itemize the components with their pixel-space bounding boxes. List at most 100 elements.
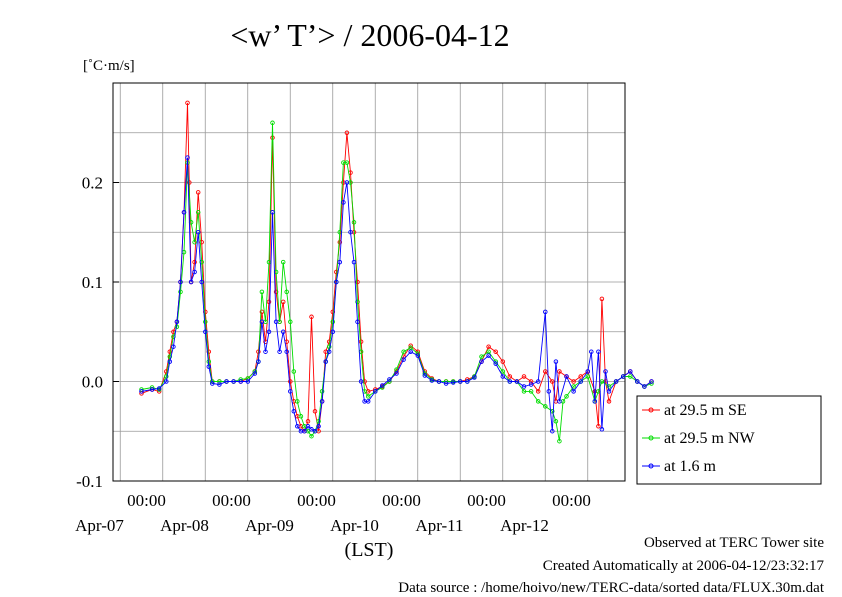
chart-title: <w’ T’> / 2006-04-12 (230, 17, 509, 53)
data-point (535, 389, 541, 394)
data-point (259, 309, 265, 315)
data-point (192, 269, 197, 275)
x-tick-date: Apr-10 (330, 516, 379, 535)
data-point (309, 427, 314, 432)
x-tick-time: 00:00 (552, 491, 591, 510)
data-point (164, 374, 169, 379)
data-point (252, 371, 258, 376)
data-point (238, 379, 243, 384)
data-point (507, 379, 513, 384)
data-point (415, 353, 421, 358)
data-point (521, 374, 527, 379)
data-point (291, 409, 297, 414)
data-point (592, 399, 598, 404)
data-point (167, 354, 173, 359)
series-layer (139, 100, 654, 444)
data-point (280, 329, 286, 335)
legend-marker (648, 463, 654, 469)
x-tick-time: 00:00 (127, 491, 166, 510)
data-point (585, 369, 591, 374)
series-line-2 (141, 157, 652, 432)
data-point (149, 387, 155, 392)
data-point (365, 394, 371, 399)
data-point (195, 210, 201, 215)
data-point (486, 344, 491, 349)
data-point (557, 438, 562, 444)
data-point (326, 349, 332, 354)
data-point (528, 382, 534, 387)
data-point (309, 314, 314, 320)
data-point (458, 379, 463, 384)
x-axis-label: (LST) (345, 539, 394, 561)
data-point (217, 382, 222, 387)
data-point (571, 384, 576, 389)
data-point (174, 319, 180, 325)
data-point (358, 379, 364, 384)
data-point (298, 414, 304, 419)
data-point (337, 259, 343, 265)
data-point (344, 180, 350, 185)
data-point (500, 369, 506, 374)
data-point (316, 424, 321, 429)
data-point (291, 369, 297, 374)
data-point (355, 319, 360, 325)
data-point (571, 379, 576, 384)
data-point (365, 399, 371, 404)
footer-source: Data source : /home/hoivo/new/TERC-data/… (398, 580, 824, 596)
data-point (528, 389, 534, 394)
data-point (156, 386, 162, 391)
data-point (273, 319, 279, 325)
data-point (620, 374, 626, 379)
data-point (628, 374, 633, 379)
data-point (387, 377, 392, 382)
data-point (224, 379, 229, 384)
data-point (373, 389, 378, 394)
data-point (599, 427, 605, 432)
data-point (557, 399, 562, 404)
data-point (312, 409, 318, 414)
data-point (185, 100, 190, 106)
data-point (323, 359, 328, 364)
data-point (256, 359, 261, 364)
data-point (507, 374, 513, 379)
y-tick-label: 0.1 (82, 273, 103, 292)
data-point (344, 160, 350, 165)
data-point (171, 344, 176, 349)
x-tick-labels: 00:00Apr-0700:00Apr-0800:00Apr-0900:00Ap… (75, 491, 591, 535)
data-point (192, 259, 197, 265)
data-point (319, 399, 325, 404)
data-point (277, 349, 282, 354)
x-tick-date: Apr-11 (415, 516, 463, 535)
data-point (167, 349, 173, 354)
data-point (514, 379, 520, 384)
data-point (355, 299, 360, 305)
data-point (309, 433, 314, 439)
data-point (479, 354, 484, 359)
data-point (500, 359, 506, 364)
data-point (195, 229, 201, 235)
grid-lines (113, 83, 625, 481)
data-point (167, 359, 173, 364)
data-point (348, 229, 353, 235)
data-point (465, 379, 470, 384)
data-point (139, 389, 144, 394)
data-point (270, 210, 275, 215)
data-point (596, 424, 601, 429)
x-tick-date: Apr-12 (500, 516, 549, 535)
data-point (649, 379, 654, 384)
legend-label: at 29.5 m NW (664, 430, 756, 447)
data-point (319, 389, 325, 394)
data-point (284, 349, 289, 354)
data-point (493, 349, 498, 354)
data-point (266, 329, 272, 335)
data-point (564, 374, 569, 379)
data-point (302, 428, 307, 434)
data-point (578, 379, 583, 384)
legend-label: at 1.6 m (664, 458, 717, 475)
data-point (578, 374, 583, 379)
data-point (344, 130, 350, 136)
data-point (185, 155, 190, 160)
data-point (642, 384, 647, 389)
data-point (355, 279, 360, 285)
